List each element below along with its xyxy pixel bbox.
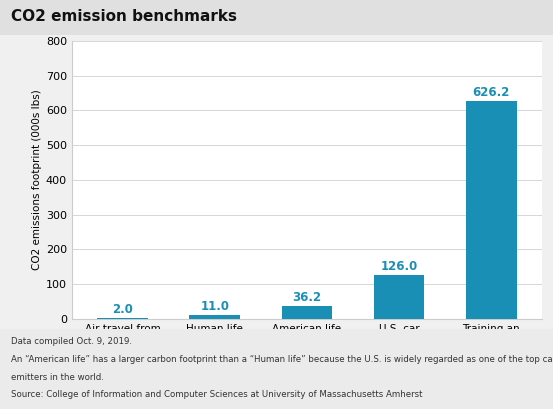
Text: 126.0: 126.0	[380, 260, 418, 273]
Text: 626.2: 626.2	[473, 86, 510, 99]
Text: CO2 emission benchmarks: CO2 emission benchmarks	[11, 9, 237, 24]
Text: 11.0: 11.0	[200, 300, 229, 313]
Text: 2.0: 2.0	[112, 303, 133, 316]
Text: emitters in the world.: emitters in the world.	[11, 373, 104, 382]
Bar	[97, 318, 148, 319]
Text: 36.2: 36.2	[293, 291, 321, 304]
Bar	[281, 306, 332, 319]
Text: Source: College of Information and Computer Sciences at University of Massachuse: Source: College of Information and Compu…	[11, 390, 422, 399]
Bar	[374, 275, 425, 319]
Bar	[466, 101, 517, 319]
Text: An “American life” has a larger carbon footprint than a “Human life” because the: An “American life” has a larger carbon f…	[11, 355, 553, 364]
Y-axis label: CO2 emissions footprint (000s lbs): CO2 emissions footprint (000s lbs)	[32, 90, 41, 270]
Bar	[189, 315, 240, 319]
Text: Data compiled Oct. 9, 2019.: Data compiled Oct. 9, 2019.	[11, 337, 132, 346]
